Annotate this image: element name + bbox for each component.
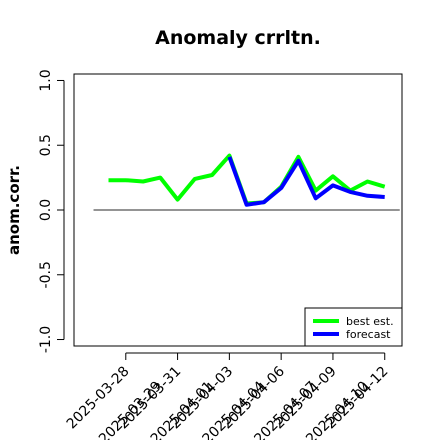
chart-title: Anomaly crrltn. (155, 27, 321, 49)
legend-label: forecast (346, 328, 391, 341)
y-tick-label: -1.0 (38, 326, 54, 353)
y-tick-label: 0.0 (38, 199, 54, 221)
y-tick-label: 1.0 (38, 69, 54, 91)
plot-frame (73, 73, 403, 347)
y-axis-title: anom.corr. (5, 165, 23, 255)
series-line-forecast (227, 156, 385, 207)
legend-label: best est. (346, 315, 394, 328)
legend-box (304, 307, 403, 347)
series-line-best-est- (108, 153, 386, 206)
y-tick-label: 0.5 (38, 134, 54, 156)
y-tick-label: -0.5 (38, 261, 54, 288)
